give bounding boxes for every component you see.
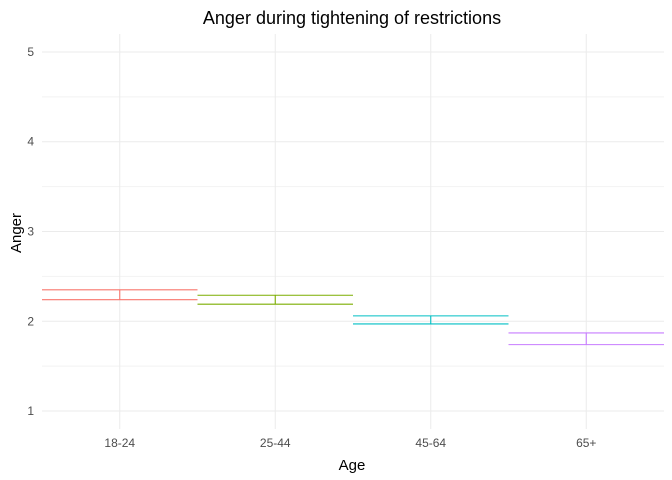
x-tick-label: 25-44 — [260, 436, 291, 450]
y-tick-label: 5 — [27, 45, 34, 59]
y-tick-label: 4 — [27, 135, 34, 149]
error-bar — [197, 294, 353, 305]
y-tick-label: 1 — [27, 404, 34, 418]
chart-title: Anger during tightening of restrictions — [203, 8, 501, 28]
x-axis-ticks: 18-24 25-44 45-64 65+ — [104, 436, 596, 450]
x-tick-label: 18-24 — [104, 436, 135, 450]
x-tick-label: 45-64 — [415, 436, 446, 450]
y-tick-label: 3 — [27, 225, 34, 239]
y-tick-label: 2 — [27, 314, 34, 328]
y-axis-ticks: 1 2 3 4 5 — [27, 45, 34, 418]
x-tick-label: 65+ — [576, 436, 596, 450]
error-bar — [42, 289, 198, 301]
error-bars — [42, 289, 664, 346]
grid — [42, 34, 664, 429]
error-bar — [508, 332, 664, 346]
error-bar — [353, 315, 509, 325]
y-axis-title: Anger — [8, 213, 25, 253]
x-axis-title: Age — [339, 457, 366, 474]
